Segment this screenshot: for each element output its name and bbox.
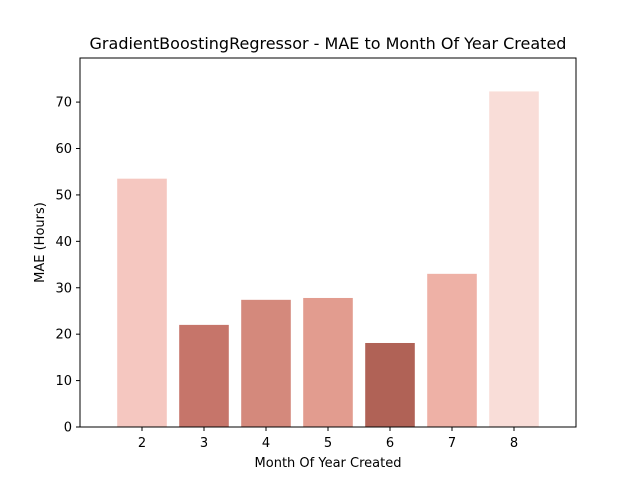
x-tick-label: 5 [324, 436, 332, 451]
y-tick-label: 60 [55, 142, 72, 157]
chart-title: GradientBoostingRegressor - MAE to Month… [90, 34, 567, 53]
y-axis-label: MAE (Hours) [33, 202, 48, 283]
y-tick-label: 40 [55, 235, 72, 250]
x-tick-label: 3 [200, 436, 208, 451]
x-axis-label: Month Of Year Created [255, 456, 402, 471]
bar-month-3 [179, 324, 229, 427]
bar-month-4 [241, 299, 291, 427]
y-tick-label: 30 [55, 281, 72, 296]
y-tick-label: 10 [55, 374, 72, 389]
x-tick-label: 2 [138, 436, 146, 451]
x-tick-label: 8 [510, 436, 518, 451]
bar-month-7 [427, 273, 477, 427]
bar-month-5 [303, 297, 353, 427]
bar-month-8 [489, 91, 539, 427]
x-tick-label: 7 [448, 436, 456, 451]
y-tick-label: 0 [64, 421, 72, 436]
x-tick-label: 4 [262, 436, 270, 451]
x-tick-label: 6 [386, 436, 394, 451]
plot-area: 2 3 4 5 6 7 8 0 10 20 30 40 50 60 70 [55, 91, 539, 451]
y-tick-label: 20 [55, 328, 72, 343]
bar-month-6 [365, 342, 415, 427]
y-tick-label: 50 [55, 188, 72, 203]
bar-month-2 [117, 178, 167, 427]
plot-frame [79, 57, 577, 428]
y-tick-label: 70 [55, 96, 72, 111]
